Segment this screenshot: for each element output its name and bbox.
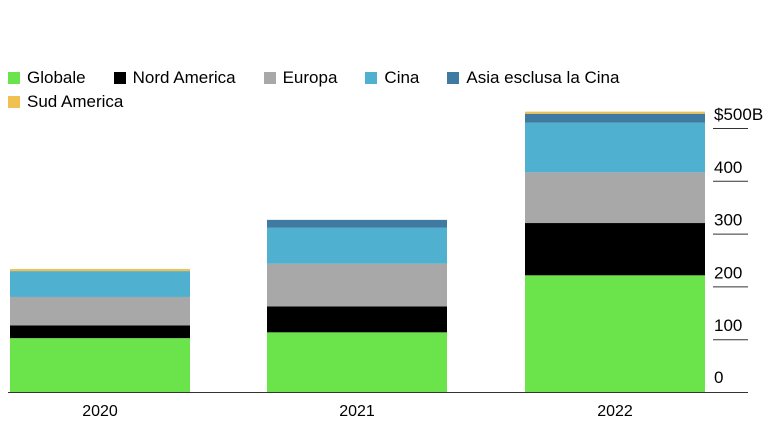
legend-label-sud-america: Sud America (27, 92, 124, 111)
legend-item-asia-esclusa-la-cina: Asia esclusa la Cina (447, 68, 619, 88)
legend-label-globale: Globale (27, 68, 86, 87)
bar-segment-2021-globale (267, 332, 447, 392)
legend-item-nord-america: Nord America (113, 68, 236, 88)
y-tick-label-500: $500B (714, 105, 763, 124)
legend-swatch-globale (8, 72, 20, 84)
x-tick-label-2022: 2022 (597, 403, 633, 420)
legend-row-1: Globale Nord America Europa Cina Asia es… (8, 66, 708, 90)
legend-item-cina: Cina (365, 68, 419, 88)
bar-segment-2021-asia-esclusa-la-cina (267, 219, 447, 228)
x-tick-label-2020: 2020 (82, 403, 118, 420)
bar-segment-2020-cina (10, 271, 190, 297)
bar-segment-2022-europa (525, 172, 705, 224)
y-tick-label-300: 300 (714, 211, 742, 230)
y-tick-label-0: 0 (714, 368, 723, 387)
legend-swatch-sud-america (8, 96, 20, 108)
x-tick-label-2021: 2021 (339, 403, 375, 420)
bar-segment-2022-asia-esclusa-la-cina (525, 113, 705, 123)
legend-swatch-europa (263, 72, 276, 84)
legend-item-globale: Globale (8, 68, 86, 88)
chart-legend: Globale Nord America Europa Cina Asia es… (8, 66, 708, 114)
bar-segment-2022-cina (525, 122, 705, 173)
bar-segment-2022-sud-america (525, 111, 705, 114)
legend-row-2: Sud America (8, 90, 708, 114)
bar-segment-2020-sud-america (10, 268, 190, 272)
y-tick-label-100: 100 (714, 316, 742, 335)
bar-segment-2022-globale (525, 275, 705, 392)
bar-segment-2022-nord-america (525, 223, 705, 276)
legend-swatch-cina (365, 72, 378, 84)
legend-swatch-nord-america (113, 72, 126, 84)
y-tick-label-200: 200 (714, 263, 742, 282)
bar-segment-2021-europa (267, 263, 447, 307)
y-tick-label-400: 400 (714, 158, 742, 177)
legend-item-europa: Europa (263, 68, 338, 88)
bar-segment-2021-nord-america (267, 306, 447, 333)
legend-label-asia-esclusa-la-cina: Asia esclusa la Cina (466, 68, 620, 87)
legend-label-europa: Europa (282, 68, 338, 87)
legend-item-sud-america: Sud America (8, 92, 123, 112)
bar-segment-2020-europa (10, 296, 190, 326)
legend-label-cina: Cina (384, 68, 420, 87)
bar-segment-2020-nord-america (10, 325, 190, 339)
bar-segment-2020-globale (10, 338, 190, 392)
legend-label-nord-america: Nord America (132, 68, 236, 87)
legend-swatch-asia-esclusa-la-cina (447, 72, 460, 84)
bar-segment-2021-cina (267, 227, 447, 264)
